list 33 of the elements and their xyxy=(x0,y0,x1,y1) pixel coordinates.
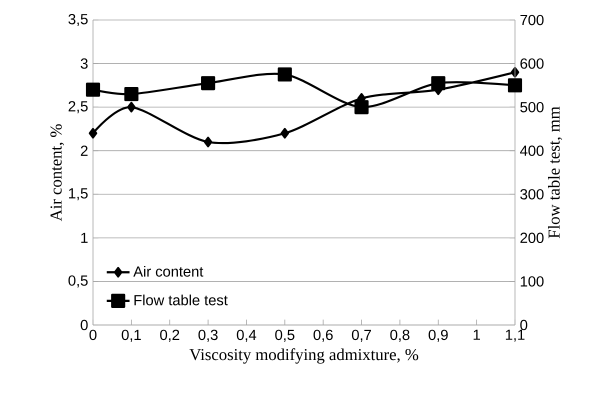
y2-axis-title: Flow table test, mm xyxy=(548,106,562,238)
x-tick-label: 0,5 xyxy=(275,330,294,342)
y-tick-label: 2,5 xyxy=(68,101,88,114)
legend-label: Air content xyxy=(133,266,204,277)
x-tick-label: 1,1 xyxy=(506,330,524,342)
x-tick-label: 0,6 xyxy=(314,330,333,342)
y2-tick-label: 400 xyxy=(520,146,544,156)
x-tick-label: 0,1 xyxy=(122,330,141,342)
y2-tick-label: 700 xyxy=(520,14,544,26)
y2-tick-label: 200 xyxy=(520,232,544,244)
y2-tick-label: 500 xyxy=(520,102,544,112)
y-axis-title: Air content, % xyxy=(50,124,64,222)
y2-tick-label: 0 xyxy=(520,320,528,330)
y-tick-label: 1,5 xyxy=(69,188,88,200)
y2-tick-label: 100 xyxy=(520,276,544,287)
y-tick-label: 0,5 xyxy=(68,275,88,288)
x-axis-title: Viscosity modifying admixture, % xyxy=(189,348,418,364)
y-tick-label: 0 xyxy=(80,320,88,330)
y2-tick-label: 300 xyxy=(520,189,544,200)
x-tick-label: 0,2 xyxy=(160,330,180,342)
y-tick-label: 1 xyxy=(81,232,88,243)
y-tick-label: 2 xyxy=(80,146,88,156)
x-tick-label: 0 xyxy=(89,330,96,340)
y2-tick-label: 600 xyxy=(520,58,544,69)
x-tick-label: 0,3 xyxy=(198,330,218,342)
x-tick-label: 1 xyxy=(474,330,480,340)
x-tick-label: 0,8 xyxy=(390,330,410,342)
legend-label: Flow table test xyxy=(134,294,228,306)
x-tick-label: 0,9 xyxy=(428,330,448,342)
y-tick-label: 3,5 xyxy=(68,14,88,26)
x-tick-label: 0,7 xyxy=(352,330,372,342)
y-tick-label: 3 xyxy=(80,58,88,69)
x-tick-label: 0,4 xyxy=(236,330,256,342)
